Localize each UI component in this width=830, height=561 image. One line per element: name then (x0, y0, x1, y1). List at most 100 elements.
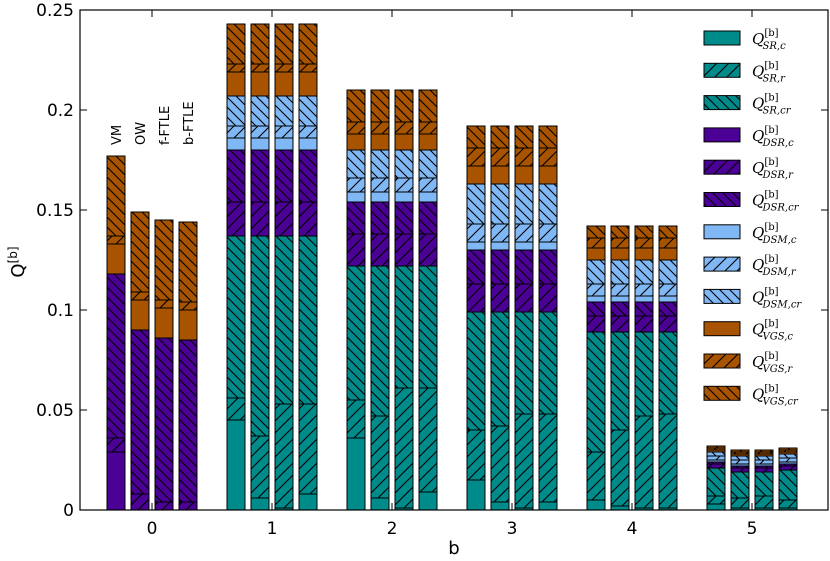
legend-label: Q[b] VGS,c (752, 319, 793, 343)
bar-segment-hatch (155, 300, 173, 308)
x-tick-label: 0 (147, 519, 158, 539)
bar-segment-hatch (179, 340, 197, 502)
bar-segment-hatch (371, 202, 389, 234)
legend-swatch-hatch (704, 354, 740, 368)
method-label: f-FTLE (158, 106, 173, 145)
bar-segment-hatch (779, 466, 797, 470)
legend-swatch-hatch (704, 289, 740, 304)
bar-segment-hatch (347, 90, 365, 122)
bar-segment-hatch (419, 388, 437, 492)
bar-segment-hatch (515, 250, 533, 284)
bar-segment-hatch (251, 96, 269, 126)
bar-segment-hatch (251, 24, 269, 64)
bar-segment-hatch (395, 150, 413, 178)
bar-segment-hatch (611, 430, 629, 506)
bar-segment-hatch (659, 284, 677, 296)
bar-segment-hatch (539, 224, 557, 242)
bar-segment-hatch (275, 236, 293, 404)
bar-segment-hatch (587, 316, 605, 332)
bar-segment (586, 499, 606, 511)
bar-segment-hatch (275, 64, 293, 72)
bar-segment-hatch (179, 222, 197, 302)
bar-segment-hatch (467, 184, 485, 224)
bar-segment-hatch (635, 260, 653, 284)
bar-segment-hatch (371, 266, 389, 416)
bar-segment-hatch (659, 332, 677, 414)
bar-segment-hatch (515, 184, 533, 224)
bar-segment-hatch (419, 90, 437, 122)
bar-segment (298, 137, 318, 151)
legend-swatch-hatch (704, 192, 740, 207)
bar-segment-hatch (755, 450, 773, 452)
bar-segment-hatch (707, 462, 725, 464)
bar-segment-hatch (131, 494, 149, 510)
bar-segment-hatch (371, 150, 389, 178)
bar-segment (466, 241, 486, 251)
bar-segment-hatch (707, 448, 725, 450)
bar-segment-hatch (659, 260, 677, 284)
bar-segment (418, 133, 438, 151)
legend-label: Q[b] DSR,c (752, 125, 794, 149)
bar-segment-hatch (491, 184, 509, 224)
x-tick-label: 1 (267, 519, 278, 539)
bar-segment-hatch (659, 414, 677, 508)
bar-segment-hatch (227, 96, 245, 126)
bar-segment-hatch (395, 234, 413, 266)
bar-segment-hatch (731, 468, 749, 472)
bar-segment-hatch (347, 234, 365, 266)
bar-segment (178, 309, 198, 341)
bar-segment-hatch (731, 466, 749, 468)
bar-segment-hatch (155, 502, 173, 510)
bar-segment-hatch (491, 284, 509, 312)
x-tick-label: 2 (387, 519, 398, 539)
bar-segment-hatch (731, 498, 749, 508)
bar-segment-hatch (491, 250, 509, 284)
bar-segment-hatch (779, 454, 797, 458)
bar-segment-hatch (587, 302, 605, 316)
bar-segment-hatch (539, 414, 557, 502)
bar-segment-hatch (131, 212, 149, 292)
bar-segment-hatch (299, 202, 317, 236)
x-tick-label: 5 (747, 519, 758, 539)
bar-segment-hatch (131, 292, 149, 300)
bar-segment-hatch (107, 438, 125, 452)
bar-segment-hatch (179, 302, 197, 310)
bar-segment (514, 165, 534, 185)
bar-segment (538, 241, 558, 251)
bar-segment-hatch (779, 458, 797, 462)
bar-segment-hatch (347, 178, 365, 192)
bar-segment (610, 247, 630, 261)
bar-segment-hatch (131, 330, 149, 494)
y-axis: 0 0.05 0.1 0.15 0.2 0.25 (36, 1, 828, 521)
bar-segment-hatch (371, 178, 389, 192)
bar-segment (418, 191, 438, 203)
bar-segment-hatch (755, 472, 773, 496)
bar-segment-hatch (707, 464, 725, 468)
bar-segment (154, 307, 174, 339)
bar-segment-hatch (299, 24, 317, 64)
legend-label: Q[b] DSR,cr (752, 190, 800, 214)
bar-segment-hatch (587, 332, 605, 452)
bar-segment (490, 241, 510, 251)
bar-segment-hatch (659, 238, 677, 248)
bar-segment-hatch (731, 460, 749, 464)
bar-segment-hatch (227, 236, 245, 398)
y-tick-label: 0.15 (36, 201, 74, 221)
bar-segment-hatch (227, 126, 245, 138)
bar-segment (658, 247, 678, 261)
bar-segment-hatch (467, 224, 485, 242)
bar-segment-hatch (755, 456, 773, 460)
plot-frame (79, 9, 829, 511)
bar-segment-hatch (251, 126, 269, 138)
bar-segment-hatch (635, 284, 653, 296)
bar-segment-hatch (611, 260, 629, 284)
bar-segment-hatch (539, 184, 557, 224)
bar-segment-hatch (227, 64, 245, 72)
bar-segment (610, 295, 630, 303)
legend-swatch (703, 224, 741, 240)
bar-segment (298, 493, 318, 511)
bar-segment-hatch (779, 500, 797, 508)
bar-segment-hatch (707, 456, 725, 460)
bar-segment-hatch (347, 400, 365, 438)
